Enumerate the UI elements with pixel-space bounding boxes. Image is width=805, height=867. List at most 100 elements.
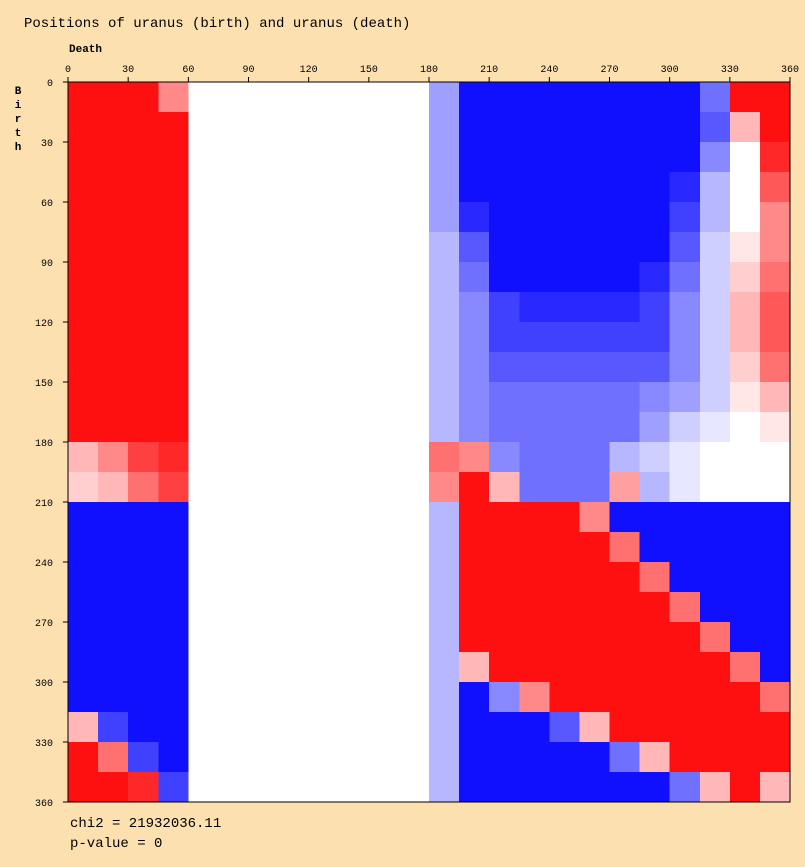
heatmap-cell [579,412,610,443]
heatmap-cell [68,322,99,353]
heatmap-cell [338,772,370,803]
heatmap-cell [98,772,129,803]
heatmap-cell [519,592,550,623]
heatmap-cell [519,292,550,323]
heatmap-cell [308,322,340,353]
heatmap-cell [98,502,129,533]
heatmap-cell [609,472,641,503]
heatmap-cell [459,202,490,233]
heatmap-cell [579,772,610,803]
heatmap-cell [669,532,701,563]
heatmap-cell [729,142,761,173]
heatmap-cell [519,172,550,203]
heatmap-cell [639,442,671,473]
heatmap-cell [549,202,580,233]
heatmap-cell [579,592,610,623]
heatmap-cell [248,622,280,653]
heatmap-cell [128,682,159,713]
heatmap-cell [368,652,400,683]
heatmap-cell [68,442,99,473]
heatmap-cell [699,772,731,803]
heatmap-cell [549,382,580,413]
heatmap-cell [278,382,310,413]
heatmap-cell [308,412,340,443]
heatmap-cell [188,502,219,533]
heatmap-cell [549,532,580,563]
heatmap-cell [248,562,280,593]
heatmap-cell [729,742,761,773]
heatmap-cell [248,382,280,413]
heatmap-cell [398,622,430,653]
heatmap-cell [68,562,99,593]
heatmap-cell [459,742,490,773]
heatmap-cell [98,682,129,713]
heatmap-cell [669,652,701,683]
heatmap-cell [368,772,400,803]
heatmap-cell [639,262,671,293]
heatmap-cell [549,772,580,803]
heatmap-cell [489,202,520,233]
heatmap-cell [699,322,731,353]
heatmap-cell [759,652,791,683]
heatmap-cell [609,262,641,293]
heatmap-cell [368,592,400,623]
heatmap-cell [68,292,99,323]
heatmap-cell [248,652,280,683]
heatmap-cell [489,502,520,533]
heatmap-cell [398,742,430,773]
heatmap-cell [699,412,731,443]
heatmap-cell [729,202,761,233]
heatmap-cell [519,262,550,293]
heatmap-cell [368,322,400,353]
heatmap-cell [188,532,219,563]
heatmap-cell [158,262,189,293]
heatmap-cell [429,142,460,173]
x-tick-label: 300 [661,65,679,76]
heatmap-cell [609,622,641,653]
heatmap-cell [729,592,761,623]
heatmap-cell [188,592,219,623]
heatmap-cell [128,322,159,353]
heatmap-cell [639,322,671,353]
heatmap-cell [158,622,189,653]
heatmap-cell [188,202,219,233]
heatmap-cell [639,562,671,593]
heatmap-cell [308,82,340,113]
heatmap-cell [549,262,580,293]
heatmap-cell [158,562,189,593]
heatmap-cell [729,772,761,803]
heatmap-cell [549,622,580,653]
y-tick-label: 210 [35,499,53,510]
heatmap-cell [218,712,249,743]
heatmap-cell [669,442,701,473]
y-tick-label: 150 [35,379,53,390]
heatmap-cell [759,112,791,143]
heatmap-cell [68,382,99,413]
heatmap-cell [368,502,400,533]
heatmap-cell [759,82,791,113]
x-tick-label: 180 [420,65,438,76]
heatmap-cell [519,652,550,683]
heatmap-cell [669,172,701,203]
heatmap-cell [579,682,610,713]
heatmap-cell [158,172,189,203]
heatmap-cell [338,202,370,233]
heatmap-cell [278,502,310,533]
heatmap-cell [128,652,159,683]
heatmap-cell [68,172,99,203]
x-axis-label: Death [69,44,102,56]
heatmap-cell [549,742,580,773]
heatmap-cell [368,142,400,173]
heatmap-cell [729,322,761,353]
heatmap-cell [759,442,791,473]
heatmap-cell [519,742,550,773]
heatmap-cell [669,232,701,263]
heatmap-cell [489,622,520,653]
heatmap-cell [699,262,731,293]
heatmap-cell [218,532,249,563]
heatmap-cell [729,292,761,323]
heatmap-cell [68,472,99,503]
heatmap-cell [579,622,610,653]
heatmap-cell [398,382,430,413]
